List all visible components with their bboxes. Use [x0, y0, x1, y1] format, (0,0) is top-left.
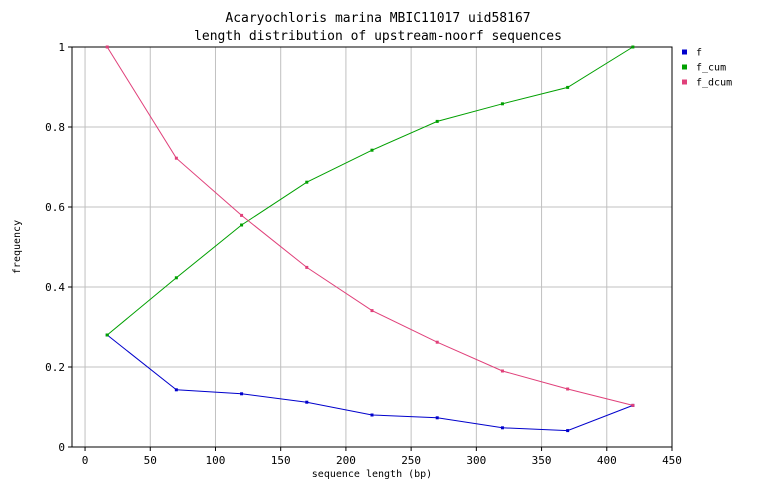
data-point-f-dcum — [435, 340, 439, 344]
legend-label-f: f — [696, 48, 702, 59]
data-point-f-dcum — [305, 265, 309, 269]
x-axis-label: sequence length (bp) — [312, 469, 432, 480]
grid — [72, 46, 673, 448]
legend-marker-f-cum — [682, 64, 687, 70]
data-point-f-dcum — [631, 403, 635, 407]
data-point-f — [174, 388, 178, 392]
x-tick-label: 450 — [662, 454, 682, 467]
series-line-f-dcum — [106, 46, 633, 406]
x-tick-label: 300 — [466, 454, 486, 467]
series-line-f — [106, 334, 634, 432]
data-point-f-cum — [370, 148, 374, 152]
data-point-f — [240, 392, 244, 396]
y-tick-label: 0 — [58, 441, 65, 454]
x-tick-label: 50 — [144, 454, 157, 467]
data-point-f-dcum — [566, 387, 570, 391]
legend-label-f-cum: f_cum — [696, 63, 726, 74]
x-tick-label: 100 — [206, 454, 226, 467]
data-point-f — [500, 426, 504, 430]
y-tick-label: 0.6 — [45, 201, 65, 214]
x-tick-labels: 0 50 100 150 200 250 300 350 400 450 — [82, 447, 682, 467]
data-point-f-dcum — [174, 156, 178, 160]
y-tick-label: 1 — [58, 41, 65, 54]
x-tick-label: 400 — [597, 454, 617, 467]
x-tick-label: 350 — [532, 454, 552, 467]
y-tick-label: 0.8 — [45, 121, 65, 134]
chart-subtitle: length distribution of upstream-noorf se… — [194, 29, 562, 44]
data-point-f — [566, 429, 570, 433]
data-point-f-cum — [566, 85, 570, 89]
data-point-f — [305, 400, 309, 404]
data-point-f-dcum — [240, 213, 244, 217]
legend-label-f-dcum: f_dcum — [696, 78, 732, 89]
data-point-f-dcum — [105, 45, 109, 49]
data-point-f-cum — [305, 180, 309, 184]
x-tick-label: 0 — [82, 454, 89, 467]
y-axis-label: frequency — [12, 220, 23, 274]
series-group — [105, 45, 635, 433]
x-tick-label: 250 — [401, 454, 421, 467]
data-point-f-cum — [240, 223, 244, 227]
y-tick-labels: 0 0.2 0.4 0.6 0.8 1 — [45, 41, 72, 454]
data-point-f — [370, 413, 374, 417]
x-tick-label: 200 — [336, 454, 356, 467]
data-point-f-cum — [174, 276, 178, 280]
data-point-f-cum — [435, 119, 439, 123]
data-point-f-cum — [500, 102, 504, 106]
y-tick-label: 0.2 — [45, 361, 65, 374]
y-tick-label: 0.4 — [45, 281, 65, 294]
legend-marker-f — [682, 49, 687, 55]
plot-area — [71, 46, 673, 448]
legend-marker-f-dcum — [682, 79, 687, 85]
series-line-f-cum — [106, 46, 634, 336]
data-point-f-dcum — [500, 369, 504, 373]
data-point-f-cum — [631, 45, 635, 49]
data-point-f — [435, 416, 439, 420]
data-point-f-dcum — [370, 309, 374, 313]
legend: f f_cum f_dcum — [682, 48, 732, 89]
x-tick-label: 150 — [271, 454, 291, 467]
chart-title: Acaryochloris marina MBIC11017 uid58167 — [225, 11, 530, 26]
data-point-f-cum — [105, 333, 109, 337]
